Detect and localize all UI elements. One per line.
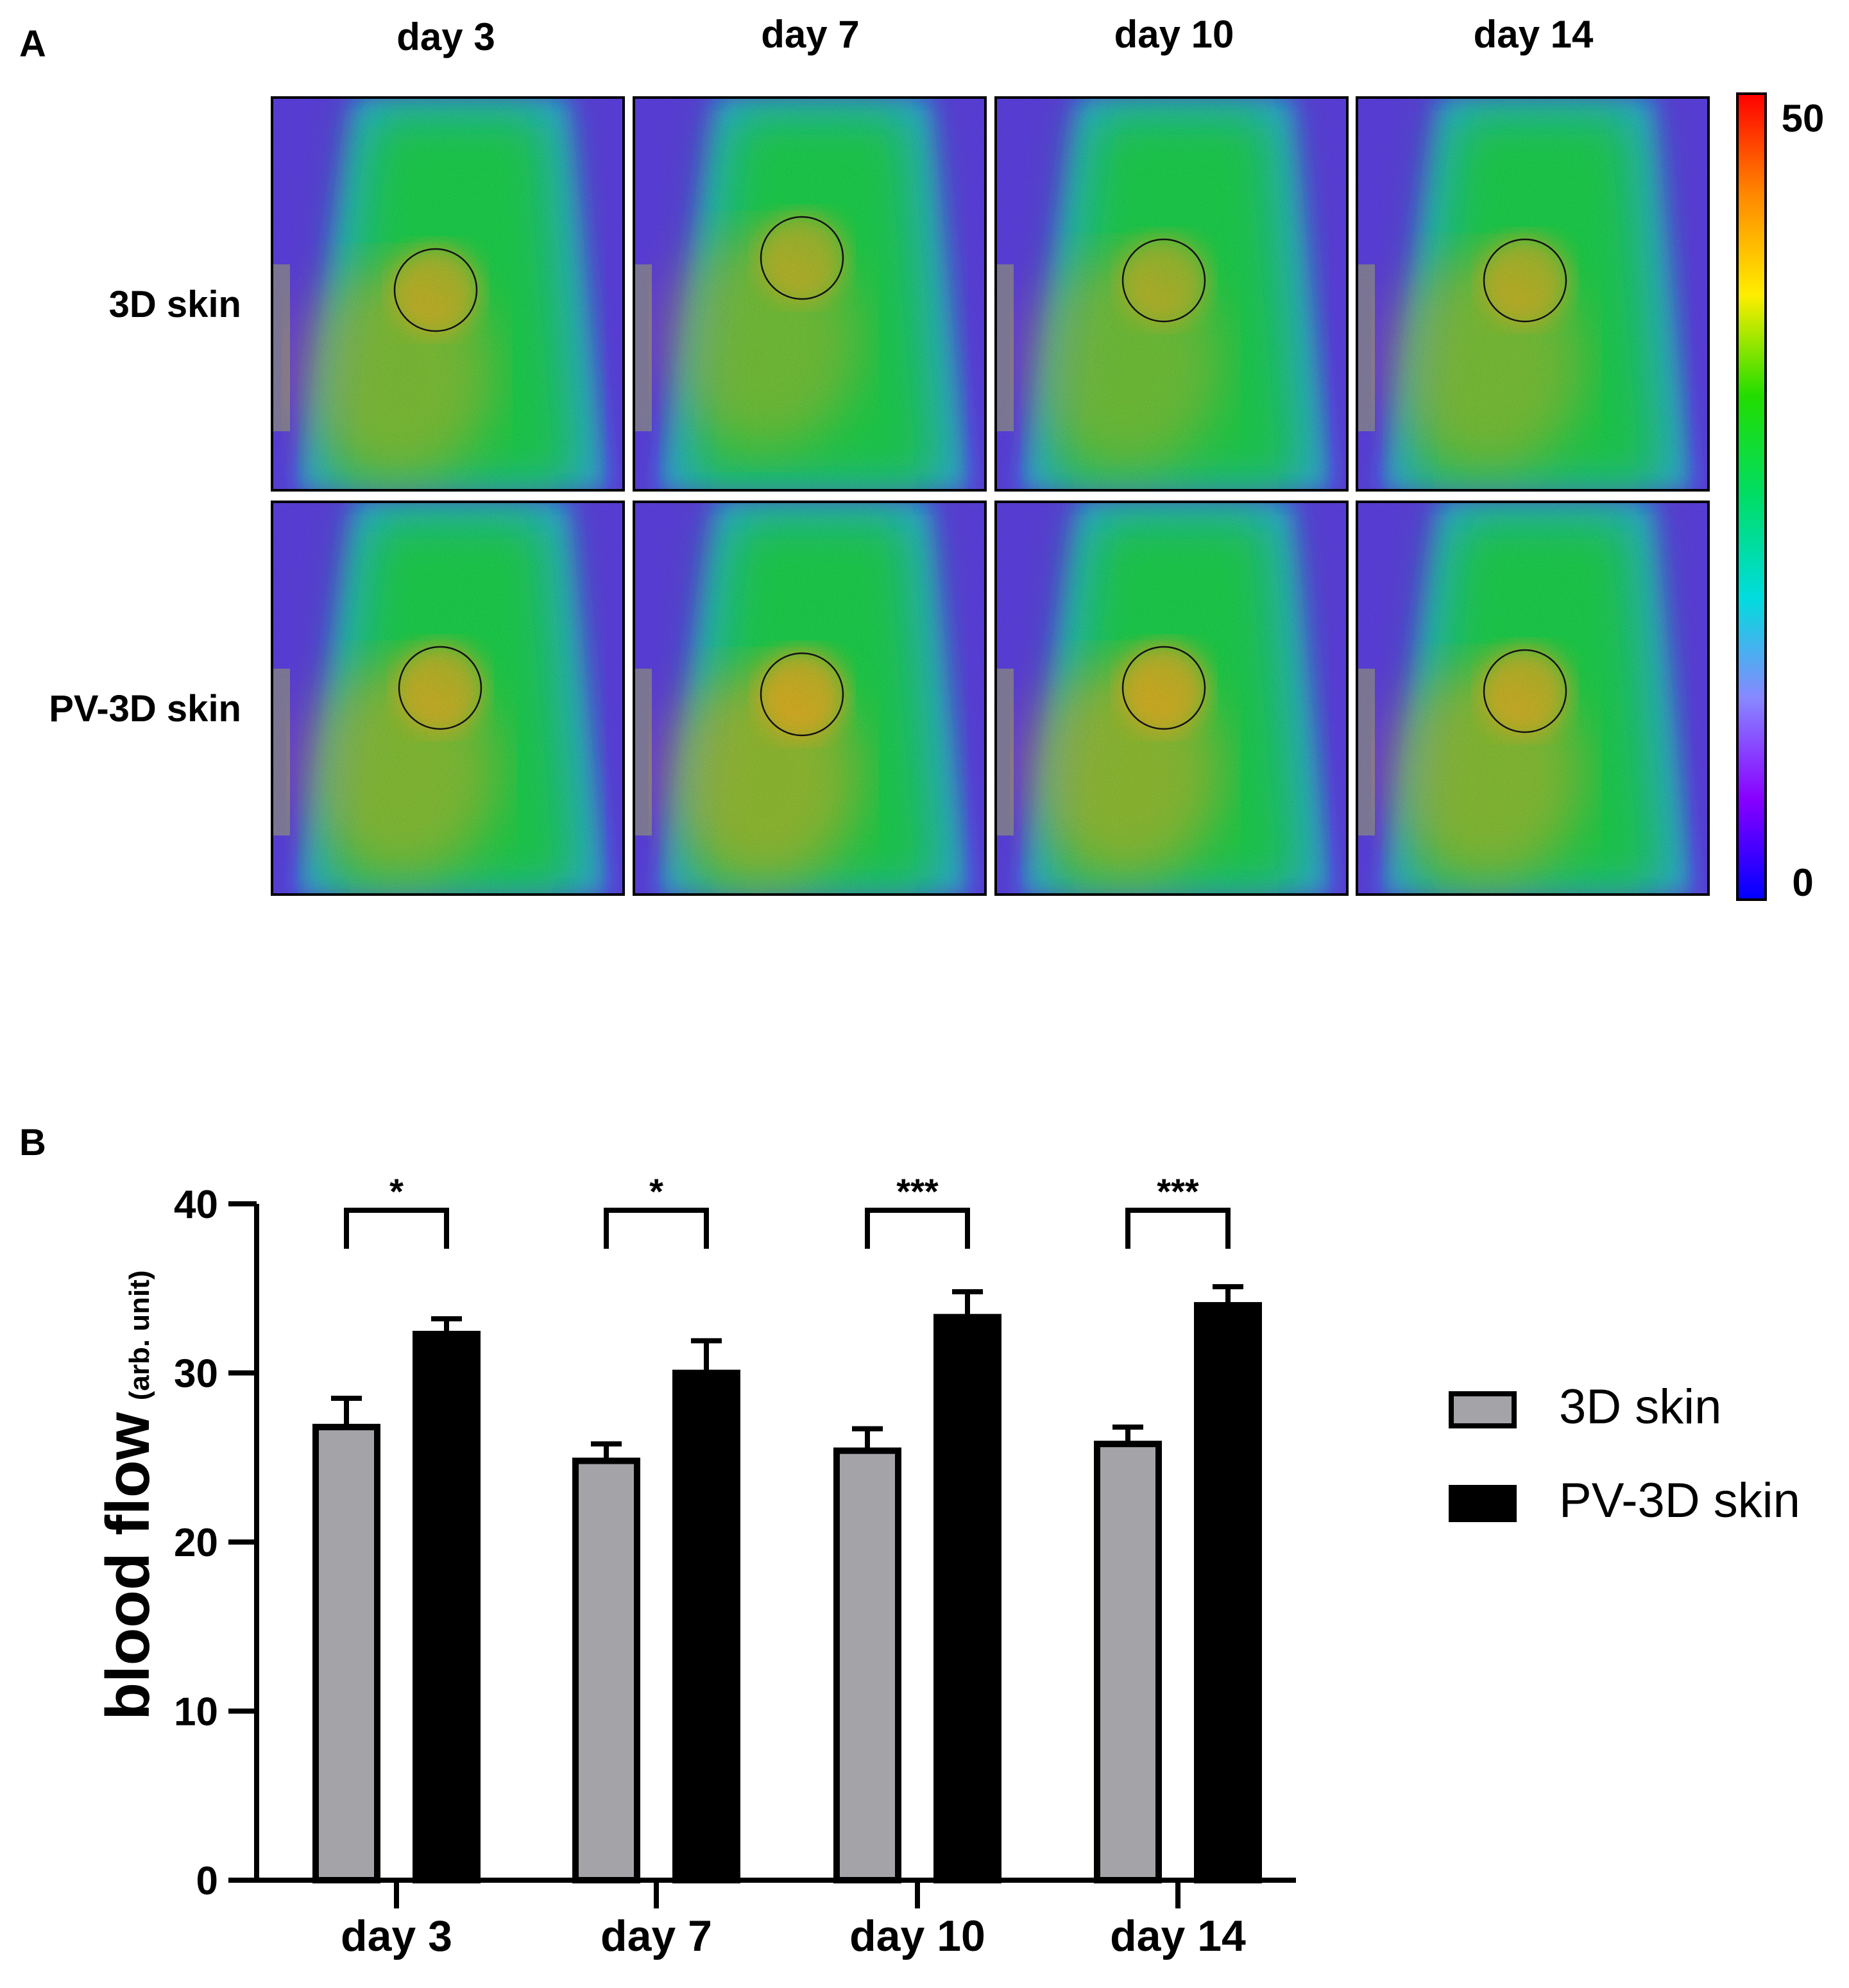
y-tick-label: 0 [196, 1859, 218, 1903]
wound-roi-circle [398, 646, 482, 730]
y-tick-label: 10 [174, 1690, 218, 1735]
row-label-pv-3d-skin: PV-3D skin [49, 688, 241, 730]
x-tick-label: day 10 [849, 1912, 985, 1960]
tile-border [1356, 501, 1710, 896]
tile-speckle [634, 502, 985, 895]
y-axis-label-main: blood flow [94, 1412, 162, 1720]
wound-roi-circle [393, 248, 478, 332]
significance-marker: *** [896, 1171, 939, 1212]
heatmap-tile [271, 501, 625, 896]
x-tick-label: day 3 [341, 1912, 452, 1960]
x-tick-label: day 7 [601, 1912, 712, 1960]
significance-bracket [1125, 1208, 1231, 1249]
bar-pv-3d-skin [1194, 1302, 1262, 1883]
tile-speckle [272, 98, 624, 490]
bars [312, 1284, 1262, 1884]
tile-speckle [1357, 502, 1708, 895]
wound-roi-circle [1483, 238, 1567, 323]
tile-speckle [634, 98, 985, 490]
column-label-day-7: day 7 [761, 13, 859, 56]
y-tick-label: 30 [174, 1352, 218, 1396]
significance-marker: *** [1157, 1171, 1199, 1212]
y-tick-label: 40 [174, 1183, 218, 1227]
row-label-3d-skin: 3D skin [109, 284, 241, 325]
column-label-day-10: day 10 [1114, 13, 1234, 56]
tile-border [994, 501, 1349, 896]
tile-border [994, 96, 1349, 492]
column-labels: day 3 day 7 day 10 day 14 [396, 13, 1594, 58]
legend: 3D skin PV-3D skin [1449, 1380, 1800, 1528]
significance-bracket [344, 1208, 449, 1249]
bar-pv-3d-skin [933, 1314, 1001, 1883]
panel-b-label: B [19, 1122, 46, 1163]
panel-a-label: A [19, 23, 46, 65]
tile-border [271, 501, 625, 896]
tile-speckle [996, 502, 1347, 895]
heatmap-tile [994, 96, 1349, 492]
bar-3d-skin [833, 1447, 901, 1883]
bar-pv-3d-skin [672, 1369, 740, 1883]
column-label-day-3: day 3 [396, 15, 495, 58]
x-tick-label: day 14 [1110, 1912, 1246, 1960]
significance-marker: * [649, 1171, 663, 1212]
significance-marker: * [389, 1171, 404, 1212]
y-ticks: 0 10 20 30 40 [174, 1183, 257, 1903]
y-tick-label: 20 [174, 1521, 218, 1565]
heatmap-tile [633, 96, 987, 492]
wound-roi-circle [760, 652, 844, 737]
heatmap-tile [994, 501, 1349, 896]
x-ticks: day 3 day 7 day 10 day 14 [341, 1880, 1246, 1960]
significance-bracket [865, 1208, 970, 1249]
colorbar [1736, 92, 1767, 901]
wound-roi-circle [760, 216, 844, 300]
significance-bracket [604, 1208, 709, 1249]
tile-speckle [272, 502, 624, 895]
heatmap-tile [633, 501, 987, 896]
tile-speckle [1357, 98, 1708, 490]
legend-swatch-3d-skin [1449, 1391, 1517, 1428]
laser-doppler-images [271, 96, 1710, 896]
significance-brackets: * * *** *** [344, 1171, 1231, 1249]
bar-3d-skin [572, 1457, 640, 1883]
tile-border [633, 96, 987, 492]
column-label-day-14: day 14 [1474, 13, 1594, 56]
heatmap-tile [1356, 96, 1710, 492]
bar-pv-3d-skin [413, 1330, 481, 1883]
legend-swatch-pv-3d-skin [1449, 1485, 1517, 1522]
colorbar-max-label: 50 [1782, 97, 1825, 140]
colorbar-min-label: 0 [1792, 861, 1813, 904]
wound-roi-circle [1121, 646, 1206, 730]
y-axis-label-sub: (arb. unit) [124, 1270, 155, 1400]
heatmap-tile [1356, 501, 1710, 896]
svg-text:blood flow (arb. unit): blood flow (arb. unit) [94, 1270, 162, 1720]
wound-roi-circle [1483, 649, 1567, 733]
tile-border [271, 96, 625, 492]
wound-roi-circle [1121, 238, 1206, 323]
tile-speckle [996, 98, 1347, 490]
row-labels: 3D skin PV-3D skin [49, 284, 241, 730]
bar-3d-skin [1094, 1441, 1162, 1883]
legend-label-pv-3d-skin: PV-3D skin [1559, 1473, 1800, 1528]
heatmap-tile [271, 96, 625, 492]
bar-3d-skin [312, 1423, 380, 1884]
tile-border [1356, 96, 1710, 492]
tile-border [633, 501, 987, 896]
legend-label-3d-skin: 3D skin [1559, 1380, 1721, 1434]
y-axis-title: blood flow (arb. unit) [94, 1270, 162, 1720]
